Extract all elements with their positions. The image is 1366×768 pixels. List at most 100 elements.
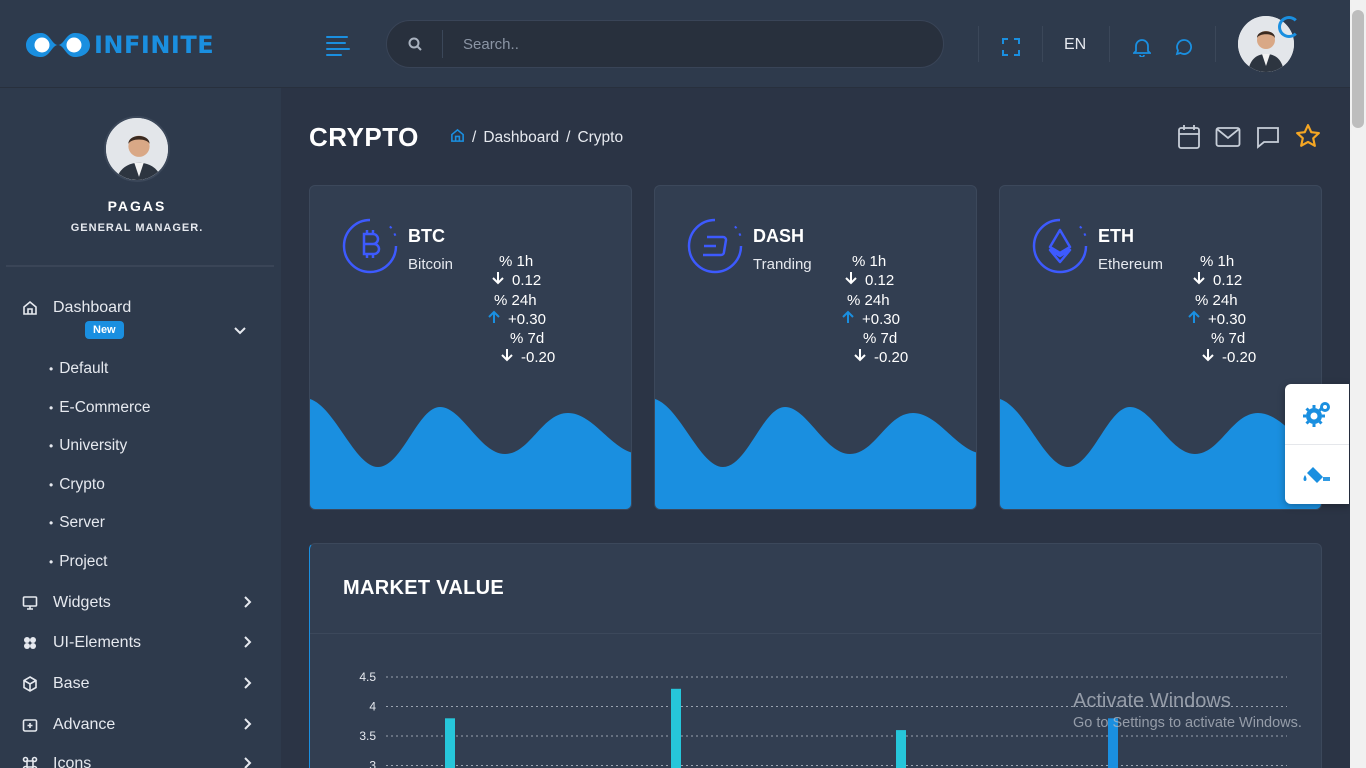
chevron-right-icon[interactable] xyxy=(244,717,252,735)
sidebar-item-label: Base xyxy=(53,675,90,692)
scroll-thumb[interactable] xyxy=(1352,10,1364,128)
language-selector[interactable]: EN xyxy=(1064,36,1087,53)
search-bar xyxy=(386,20,944,68)
calendar-icon[interactable] xyxy=(1177,124,1201,155)
sidebar-subitem-ecommerce[interactable]: E-Commerce xyxy=(49,399,150,417)
bitcoin-icon xyxy=(342,218,398,279)
message-icon[interactable] xyxy=(1256,125,1280,154)
stat-value: -0.20 xyxy=(521,349,556,367)
stat-label: % 24h xyxy=(1195,291,1238,309)
stat-label: % 7d xyxy=(863,330,898,348)
menu-toggle-icon[interactable] xyxy=(326,36,350,56)
sidebar-item-widgets[interactable]: Widgets xyxy=(22,591,252,615)
chart-bar[interactable] xyxy=(671,688,681,768)
breadcrumb-home-icon[interactable] xyxy=(450,128,465,148)
sidebar-item-label: Widgets xyxy=(53,594,111,611)
paint-bucket-icon[interactable] xyxy=(1285,444,1349,504)
sidebar-item-icons[interactable]: Icons xyxy=(22,752,252,768)
coin-card-eth[interactable]: ETH Ethereum % 1h 0.12 % 24h +0.30 % 7d … xyxy=(999,185,1322,510)
header-divider xyxy=(1215,26,1216,62)
y-tick-label: 3.5 xyxy=(359,729,376,743)
market-bar-chart: 4.5 4 3.5 3 xyxy=(359,670,1287,768)
header-divider xyxy=(1042,26,1043,62)
y-tick-label: 4.5 xyxy=(359,670,376,684)
mail-icon[interactable] xyxy=(1215,126,1241,153)
profile-avatar[interactable] xyxy=(104,116,170,182)
stat-value: +0.30 xyxy=(862,310,900,328)
stat-value: 0.12 xyxy=(1213,272,1243,290)
sidebar-item-advance[interactable]: Advance xyxy=(22,713,252,737)
breadcrumb: / Dashboard / Crypto xyxy=(450,128,623,148)
sidebar-item-label: Advance xyxy=(53,716,116,733)
coin-name: Ethereum xyxy=(1098,256,1164,273)
stat-label: % 1h xyxy=(852,253,887,270)
search-input[interactable] xyxy=(443,35,943,53)
sidebar-divider xyxy=(6,265,274,267)
logo-text: INFINITE xyxy=(94,31,215,59)
new-badge: New xyxy=(85,321,124,339)
breadcrumb-crypto: Crypto xyxy=(577,129,624,146)
chat-icon[interactable] xyxy=(1175,38,1193,61)
windows-activation-watermark: Activate Windows Go to Settings to activ… xyxy=(1073,690,1302,731)
sidebar-item-dashboard[interactable]: Dashboard xyxy=(22,296,252,335)
profile-role: GENERAL MANAGER. xyxy=(70,222,204,234)
top-header: INFINITE EN xyxy=(0,0,1350,88)
y-tick-label: 4 xyxy=(369,700,376,714)
chevron-right-icon[interactable] xyxy=(244,635,252,653)
stat-label: % 1h xyxy=(1200,253,1235,270)
breadcrumb-dashboard[interactable]: Dashboard xyxy=(483,129,560,146)
sidebar-item-base[interactable]: Base xyxy=(22,672,252,696)
stat-value: -0.20 xyxy=(1222,349,1257,367)
chevron-down-icon[interactable] xyxy=(234,322,246,340)
coin-card-btc[interactable]: BTC Bitcoin % 1h 0.12 % 24h +0.30 % 7d -… xyxy=(309,185,632,510)
chart-bar[interactable] xyxy=(896,730,906,768)
stat-label: % 24h xyxy=(494,291,537,309)
monitor-icon xyxy=(22,595,38,611)
customizer-panel xyxy=(1285,384,1349,504)
status-ring-icon xyxy=(1278,16,1300,38)
watermark-line1: Activate Windows xyxy=(1073,690,1231,712)
profile-name: PAGAS xyxy=(107,198,167,214)
palette-icon xyxy=(22,635,38,651)
logo[interactable]: INFINITE xyxy=(24,28,214,62)
box-icon xyxy=(22,676,38,692)
coin-wave-chart xyxy=(310,399,631,509)
sidebar-subitem-university[interactable]: University xyxy=(49,437,127,455)
coin-wave-chart xyxy=(655,399,976,509)
chart-bar[interactable] xyxy=(1108,718,1118,768)
chevron-right-icon[interactable] xyxy=(244,756,252,768)
header-divider xyxy=(1109,26,1110,62)
sidebar-subitem-default[interactable]: Default xyxy=(49,360,108,378)
bell-icon[interactable] xyxy=(1131,37,1153,62)
chevron-right-icon[interactable] xyxy=(244,595,252,613)
arrow-up-icon xyxy=(486,309,502,330)
sidebar-subitem-server[interactable]: Server xyxy=(49,514,105,532)
star-icon[interactable] xyxy=(1295,123,1321,154)
market-value-card: MARKET VALUE 4.5 4 3.5 3 xyxy=(309,543,1322,768)
page-title: CRYPTO xyxy=(309,122,419,152)
coin-stats: % 1h 0.12 % 24h +0.30 % 7d -0.20 xyxy=(840,252,960,368)
arrow-down-icon xyxy=(490,270,506,291)
arrow-down-icon xyxy=(1200,347,1216,368)
sidebar-item-ui-elements[interactable]: UI-Elements xyxy=(22,631,252,655)
chart-bar[interactable] xyxy=(445,718,455,768)
stat-label: % 1h xyxy=(499,253,534,270)
sidebar-subitem-crypto[interactable]: Crypto xyxy=(49,476,105,494)
chevron-right-icon[interactable] xyxy=(244,676,252,694)
arrow-down-icon xyxy=(499,347,515,368)
settings-gears-icon[interactable] xyxy=(1285,384,1349,444)
plus-square-icon xyxy=(22,717,38,733)
search-icon[interactable] xyxy=(387,30,443,58)
sidebar-item-label: Icons xyxy=(53,755,92,768)
arrow-down-icon xyxy=(843,270,859,291)
stat-value: 0.12 xyxy=(512,272,542,290)
stat-value: +0.30 xyxy=(508,310,546,328)
sidebar-subitem-project[interactable]: Project xyxy=(49,553,107,571)
fullscreen-icon[interactable] xyxy=(1002,38,1020,61)
coin-card-dash[interactable]: DASH Tranding % 1h 0.12 % 24h +0.30 % 7d… xyxy=(654,185,977,510)
dash-icon xyxy=(687,218,743,279)
coin-symbol: ETH xyxy=(1098,226,1134,246)
page-scrollbar[interactable] xyxy=(1350,0,1366,768)
home-icon xyxy=(22,300,38,316)
stat-value: +0.30 xyxy=(1208,310,1246,328)
